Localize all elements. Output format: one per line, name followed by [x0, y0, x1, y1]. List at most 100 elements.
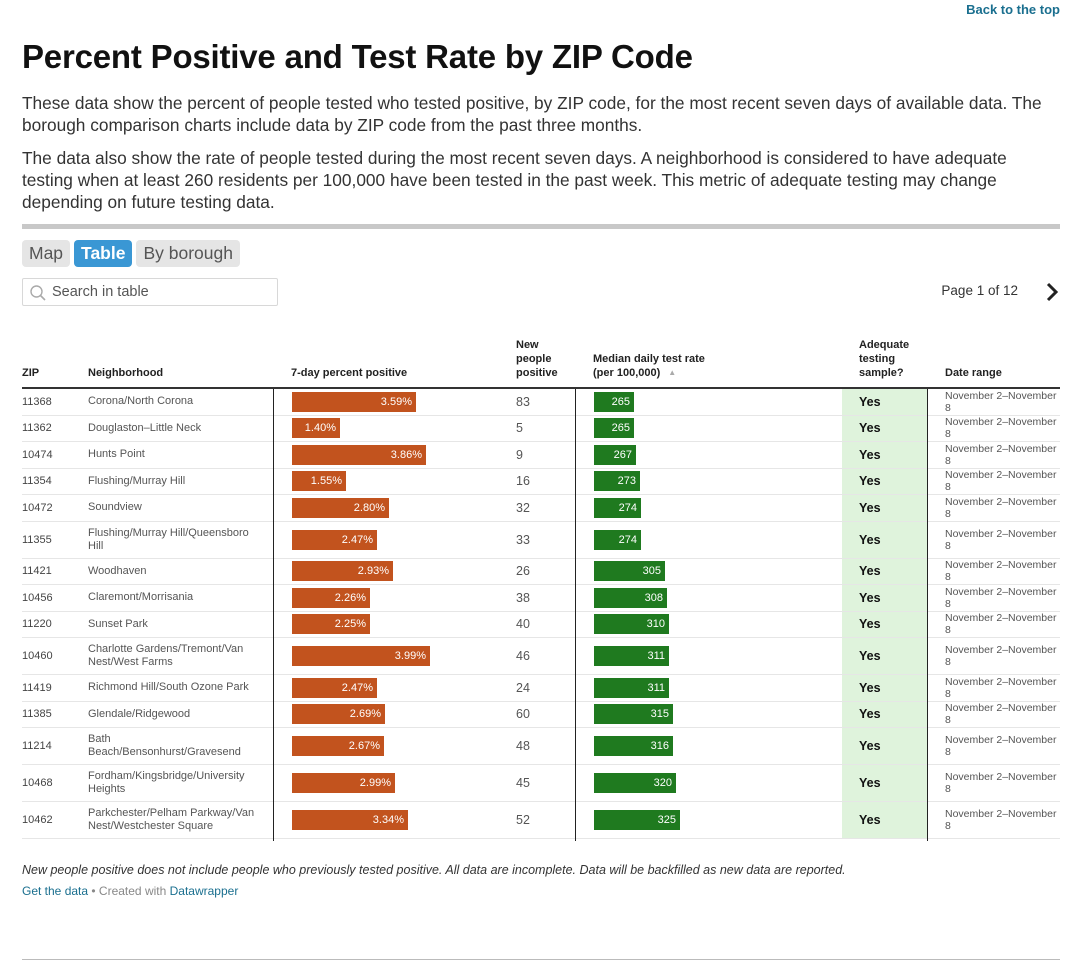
test-rate-bar: 311: [594, 677, 669, 698]
adequate-testing-cell: Yes: [842, 638, 928, 674]
table-row: 11421 Woodhaven 2.93% 26 305 Yes November 2–No…: [22, 558, 1060, 585]
adequate-testing-cell: Yes: [842, 521, 928, 558]
date-range-cell: November 2–November 8: [945, 527, 1057, 552]
adequate-testing-cell: Yes: [842, 802, 928, 838]
date-range-cell: November 2–November 8: [945, 675, 1057, 700]
section-divider: [22, 224, 1060, 229]
test-rate-cell: 308: [593, 585, 833, 611]
neighborhood-cell: Corona/North Corona: [88, 395, 194, 408]
neighborhood-cell: Parkchester/Pelham Parkway/Van Nest/West…: [88, 807, 255, 832]
date-range-cell: November 2–November 8: [945, 442, 1057, 467]
new-positive-cell: 9: [516, 447, 523, 462]
neighborhood-cell: Claremont/Morrisania: [88, 591, 194, 604]
table-row: 10468 Fordham/Kingsbridge/University Heig…: [22, 765, 1060, 802]
percent-positive-cell: 2.93%: [291, 559, 513, 585]
adequate-testing-cell: Yes: [842, 675, 928, 701]
adequate-testing-cell: Yes: [842, 585, 928, 611]
test-rate-bar: 325: [594, 810, 680, 830]
table-row: 11419 Richmond Hill/South Ozone Park 2.47%…: [22, 675, 1060, 702]
test-rate-bar: 267: [594, 444, 636, 465]
table-row: 10460 Charlotte Gardens/Tremont/Van Nest/…: [22, 638, 1060, 675]
test-rate-cell: 311: [593, 638, 833, 674]
back-to-top-link[interactable]: Back to the top: [966, 2, 1060, 17]
test-rate-cell: 310: [593, 612, 833, 638]
table-row: 11354 Flushing/Murray Hill 1.55% 16 273 Yes No…: [22, 468, 1060, 495]
percent-positive-cell: 2.80%: [291, 495, 513, 521]
new-positive-cell: 83: [516, 394, 530, 409]
neighborhood-cell: Flushing/Murray Hill/Queensboro Hill: [88, 526, 249, 552]
percent-positive-bar: 2.25%: [292, 614, 370, 635]
new-positive-cell: 16: [516, 474, 530, 489]
percent-positive-bar: 2.93%: [292, 561, 393, 582]
percent-positive-bar: 2.47%: [292, 677, 377, 698]
test-rate-bar: 320: [594, 773, 676, 793]
col-header-test-rate[interactable]: Median daily test rate (per 100,000) ▲: [593, 353, 705, 379]
search-input[interactable]: [52, 282, 272, 302]
new-positive-cell: 52: [516, 813, 530, 827]
test-rate-bar: 311: [594, 646, 669, 666]
date-range-cell: November 2–November 8: [945, 559, 1057, 584]
column-divider: [575, 389, 576, 841]
percent-positive-cell: 2.99%: [291, 765, 513, 801]
test-rate-bar: 274: [594, 497, 641, 518]
adequate-testing-cell: Yes: [842, 701, 928, 727]
zip-cell: 11220: [22, 618, 52, 631]
table-row: 11214 Bath Beach/Bensonhurst/Gravesend 2.6…: [22, 728, 1060, 765]
neighborhood-cell: Charlotte Gardens/Tremont/Van Nest/West …: [88, 643, 244, 668]
neighborhood-cell: Glendale/Ridgewood: [88, 707, 191, 720]
test-rate-cell: 320: [593, 765, 833, 801]
col-header-adequate[interactable]: Adequate testing sample?: [859, 339, 910, 379]
page-title: Percent Positive and Test Rate by ZIP Co…: [22, 38, 693, 75]
tab-map[interactable]: Map: [22, 240, 71, 267]
search-icon: [30, 285, 46, 301]
table-row: 11355 Flushing/Murray Hill/Queensboro Hil…: [22, 521, 1060, 559]
percent-positive-cell: 2.67%: [291, 728, 513, 764]
col-header-percent-positive[interactable]: 7-day percent positive: [291, 367, 408, 379]
adequate-testing-cell: Yes: [842, 442, 928, 468]
sort-ascending-icon[interactable]: ▲: [668, 368, 677, 377]
col-header-new-positive[interactable]: New people positive: [516, 339, 558, 379]
percent-positive-bar: 2.69%: [292, 704, 385, 725]
column-divider: [273, 389, 274, 841]
new-positive-cell: 40: [516, 617, 530, 632]
credits: Get the data • Created with Datawrapper: [22, 884, 238, 898]
test-rate-bar: 273: [594, 471, 640, 492]
percent-positive-cell: 2.26%: [291, 585, 513, 611]
col-header-date-range[interactable]: Date range: [945, 367, 1002, 379]
percent-positive-bar: 3.59%: [292, 391, 416, 412]
tab-by-borough[interactable]: By borough: [136, 240, 240, 267]
col-header-neighborhood[interactable]: Neighborhood: [88, 367, 164, 379]
date-range-cell: November 2–November 8: [945, 469, 1057, 494]
percent-positive-cell: 2.47%: [291, 522, 513, 558]
percent-positive-cell: 2.69%: [291, 702, 513, 728]
date-range-cell: November 2–November 8: [945, 734, 1057, 758]
adequate-testing-cell: Yes: [842, 495, 928, 521]
chevron-right-icon[interactable]: [1042, 281, 1062, 303]
zip-cell: 10468: [22, 777, 53, 789]
view-tabs: Map Table By borough: [22, 240, 240, 267]
zip-cell: 10462: [22, 814, 53, 826]
neighborhood-cell: Soundview: [88, 501, 142, 514]
new-positive-cell: 46: [516, 649, 530, 663]
test-rate-bar: 265: [594, 418, 634, 439]
table-row: 11362 Douglaston–Little Neck 1.40% 5 265 Yes N…: [22, 415, 1060, 442]
percent-positive-bar: 3.34%: [292, 810, 408, 830]
header-divider: [22, 387, 1060, 389]
test-rate-bar: 308: [594, 587, 667, 608]
percent-positive-bar: 2.99%: [292, 773, 395, 793]
adequate-testing-cell: Yes: [842, 389, 928, 415]
adequate-testing-cell: Yes: [842, 728, 928, 764]
tab-table[interactable]: Table: [74, 240, 133, 267]
adequate-testing-cell: Yes: [842, 611, 928, 637]
date-range-cell: November 2–November 8: [945, 644, 1057, 668]
get-the-data-link[interactable]: Get the data: [22, 884, 89, 898]
neighborhood-cell: Flushing/Murray Hill: [88, 474, 186, 487]
percent-positive-bar: 2.67%: [292, 736, 384, 756]
test-rate-cell: 316: [593, 728, 833, 764]
datawrapper-link[interactable]: Datawrapper: [169, 884, 239, 898]
test-rate-cell: 273: [593, 469, 833, 495]
col-header-zip[interactable]: ZIP: [22, 367, 40, 379]
percent-positive-cell: 2.25%: [291, 612, 513, 638]
test-rate-cell: 265: [593, 416, 833, 442]
percent-positive-cell: 3.86%: [291, 442, 513, 468]
